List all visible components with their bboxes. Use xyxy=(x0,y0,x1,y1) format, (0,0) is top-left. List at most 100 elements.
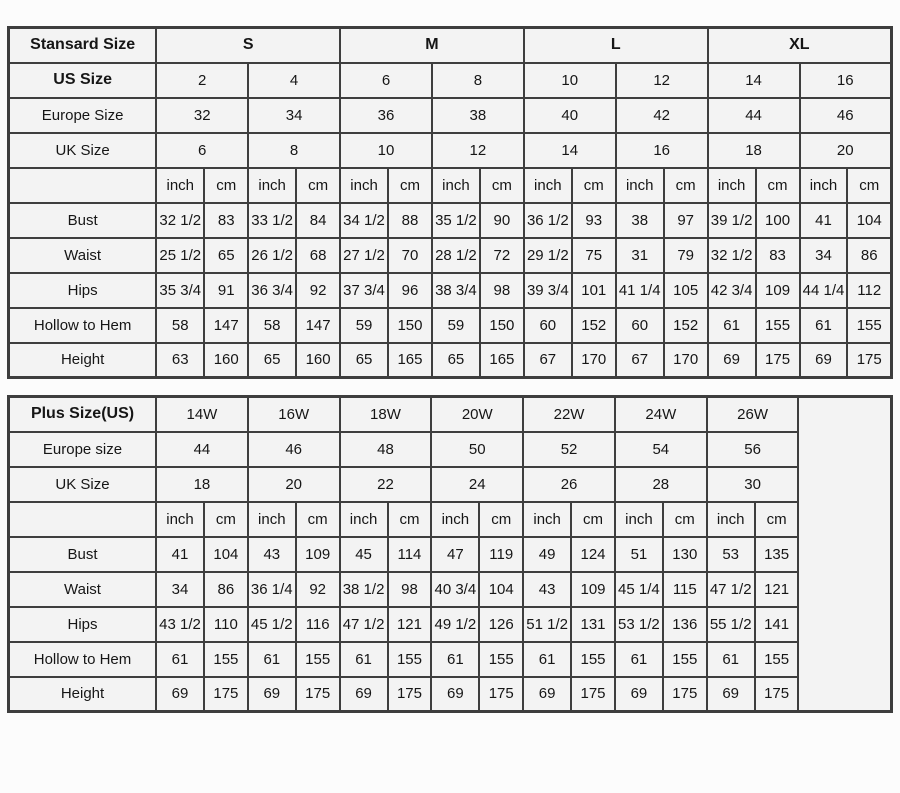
measure-value-cell: 114 xyxy=(386,535,433,573)
row-label: UK Size xyxy=(7,131,158,169)
measure-value-cell: 69 xyxy=(706,341,757,379)
measure-value-cell: 69 xyxy=(338,675,389,713)
measure-value-cell: 61 xyxy=(706,306,757,344)
size-value-cell: 44 xyxy=(155,430,249,468)
size-value-cell: 34 xyxy=(247,96,342,134)
measure-value-cell: 83 xyxy=(754,236,801,274)
measure-value-cell: 88 xyxy=(387,201,433,239)
row-label: Bust xyxy=(7,201,158,239)
measure-value-cell: 35 1/2 xyxy=(430,201,481,239)
measure-value-cell: 97 xyxy=(662,201,709,239)
unit-header: cm xyxy=(570,500,616,538)
measure-value-cell: 34 1/2 xyxy=(339,201,390,239)
measure-value-cell: 43 xyxy=(246,535,297,573)
size-chart-sheet: Stansard Size S M L XL US Size 2 4 6 8 10 12 14 16 Eur… xyxy=(7,26,893,713)
row-label: UK Size xyxy=(7,465,158,503)
measure-value-cell: 101 xyxy=(570,271,617,309)
unit-header: inch xyxy=(338,500,389,538)
measure-value-cell: 147 xyxy=(295,306,342,344)
measure-value-cell: 98 xyxy=(386,570,433,608)
unit-header: cm xyxy=(202,500,249,538)
unit-header: cm xyxy=(294,500,341,538)
measure-value-cell: 69 xyxy=(430,675,481,713)
measure-value-cell: 175 xyxy=(570,675,616,713)
unit-header: cm xyxy=(386,500,433,538)
measure-value-cell: 69 xyxy=(798,341,849,379)
measure-value-cell: 41 xyxy=(155,535,205,573)
unit-header: cm xyxy=(478,166,525,204)
measure-value-cell: 38 1/2 xyxy=(338,570,389,608)
measure-value-cell: 37 3/4 xyxy=(339,271,390,309)
measure-value-cell: 65 xyxy=(339,341,390,379)
row-label: Hips xyxy=(7,605,158,643)
measure-value-cell: 160 xyxy=(203,341,250,379)
size-value-cell: 22 xyxy=(338,465,433,503)
size-value-cell: 46 xyxy=(798,96,893,134)
measure-value-cell: 75 xyxy=(570,236,617,274)
measure-row: Bust 32 1/2 83 33 1/2 84 34 1/2 88 35 1/2 90 36 1… xyxy=(7,201,893,239)
size-value-cell: 44 xyxy=(706,96,801,134)
measure-value-cell: 47 xyxy=(430,535,481,573)
measure-value-cell: 91 xyxy=(203,271,250,309)
row-label: Hollow to Hem xyxy=(7,306,158,344)
size-value-cell: 54 xyxy=(613,430,708,468)
size-group-header: 22W xyxy=(522,395,616,433)
measure-value-cell: 165 xyxy=(387,341,433,379)
measure-value-cell: 59 xyxy=(339,306,390,344)
row-label: Waist xyxy=(7,236,158,274)
size-group-header: 20W xyxy=(430,395,525,433)
measure-value-cell: 147 xyxy=(203,306,250,344)
measure-value-cell: 130 xyxy=(661,535,708,573)
measure-value-cell: 72 xyxy=(478,236,525,274)
row-label: Height xyxy=(7,675,158,713)
measure-value-cell: 152 xyxy=(570,306,617,344)
measure-row: Height 63 160 65 160 65 165 65 165 67 170 67 170 69 17… xyxy=(7,341,893,379)
measure-value-cell: 160 xyxy=(295,341,342,379)
measure-value-cell: 58 xyxy=(155,306,206,344)
unit-header: cm xyxy=(387,166,433,204)
unit-header: inch xyxy=(155,500,205,538)
measure-value-cell: 155 xyxy=(753,640,800,678)
size-value-cell: 16 xyxy=(798,61,893,99)
empty-cell xyxy=(797,395,893,713)
measure-row: Waist 34 86 36 1/4 92 38 1/2 98 40 3/4 104 43 109 4… xyxy=(7,570,892,608)
measure-value-cell: 61 xyxy=(155,640,205,678)
row-label: Waist xyxy=(7,570,158,608)
measure-value-cell: 155 xyxy=(570,640,616,678)
measure-value-cell: 61 xyxy=(246,640,297,678)
measure-row: Hips 35 3/4 91 36 3/4 92 37 3/4 96 38 3/4 98 39 3… xyxy=(7,271,893,309)
size-group-header: M xyxy=(339,26,525,64)
measure-value-cell: 68 xyxy=(295,236,342,274)
measure-value-cell: 124 xyxy=(570,535,616,573)
measure-value-cell: 136 xyxy=(661,605,708,643)
measure-value-cell: 98 xyxy=(478,271,525,309)
size-value-cell: 16 xyxy=(614,131,709,169)
size-value-cell: 6 xyxy=(339,61,433,99)
measure-value-cell: 116 xyxy=(294,605,341,643)
size-value-cell: 30 xyxy=(705,465,800,503)
measure-value-cell: 69 xyxy=(705,675,756,713)
measure-value-cell: 155 xyxy=(478,640,525,678)
measure-row: Hollow to Hem 58 147 58 147 59 150 59 150 60 152 60… xyxy=(7,306,893,344)
measure-value-cell: 155 xyxy=(661,640,708,678)
measure-value-cell: 47 1/2 xyxy=(705,570,756,608)
size-row: UK Size 6 8 10 12 14 16 18 20 xyxy=(7,131,893,169)
size-value-cell: 18 xyxy=(706,131,801,169)
measure-value-cell: 60 xyxy=(522,306,573,344)
size-value-cell: 14 xyxy=(522,131,617,169)
measure-value-cell: 44 1/4 xyxy=(798,271,849,309)
measure-value-cell: 165 xyxy=(478,341,525,379)
measure-value-cell: 69 xyxy=(613,675,664,713)
measure-value-cell: 86 xyxy=(202,570,249,608)
measure-value-cell: 49 xyxy=(522,535,573,573)
measure-value-cell: 70 xyxy=(387,236,433,274)
measure-value-cell: 43 1/2 xyxy=(155,605,205,643)
measure-value-cell: 27 1/2 xyxy=(339,236,390,274)
measure-value-cell: 49 1/2 xyxy=(430,605,481,643)
measure-value-cell: 175 xyxy=(753,675,800,713)
unit-header: cm xyxy=(661,500,708,538)
measure-value-cell: 155 xyxy=(202,640,249,678)
measure-value-cell: 150 xyxy=(387,306,433,344)
measure-value-cell: 51 1/2 xyxy=(522,605,573,643)
size-value-cell: 2 xyxy=(155,61,250,99)
